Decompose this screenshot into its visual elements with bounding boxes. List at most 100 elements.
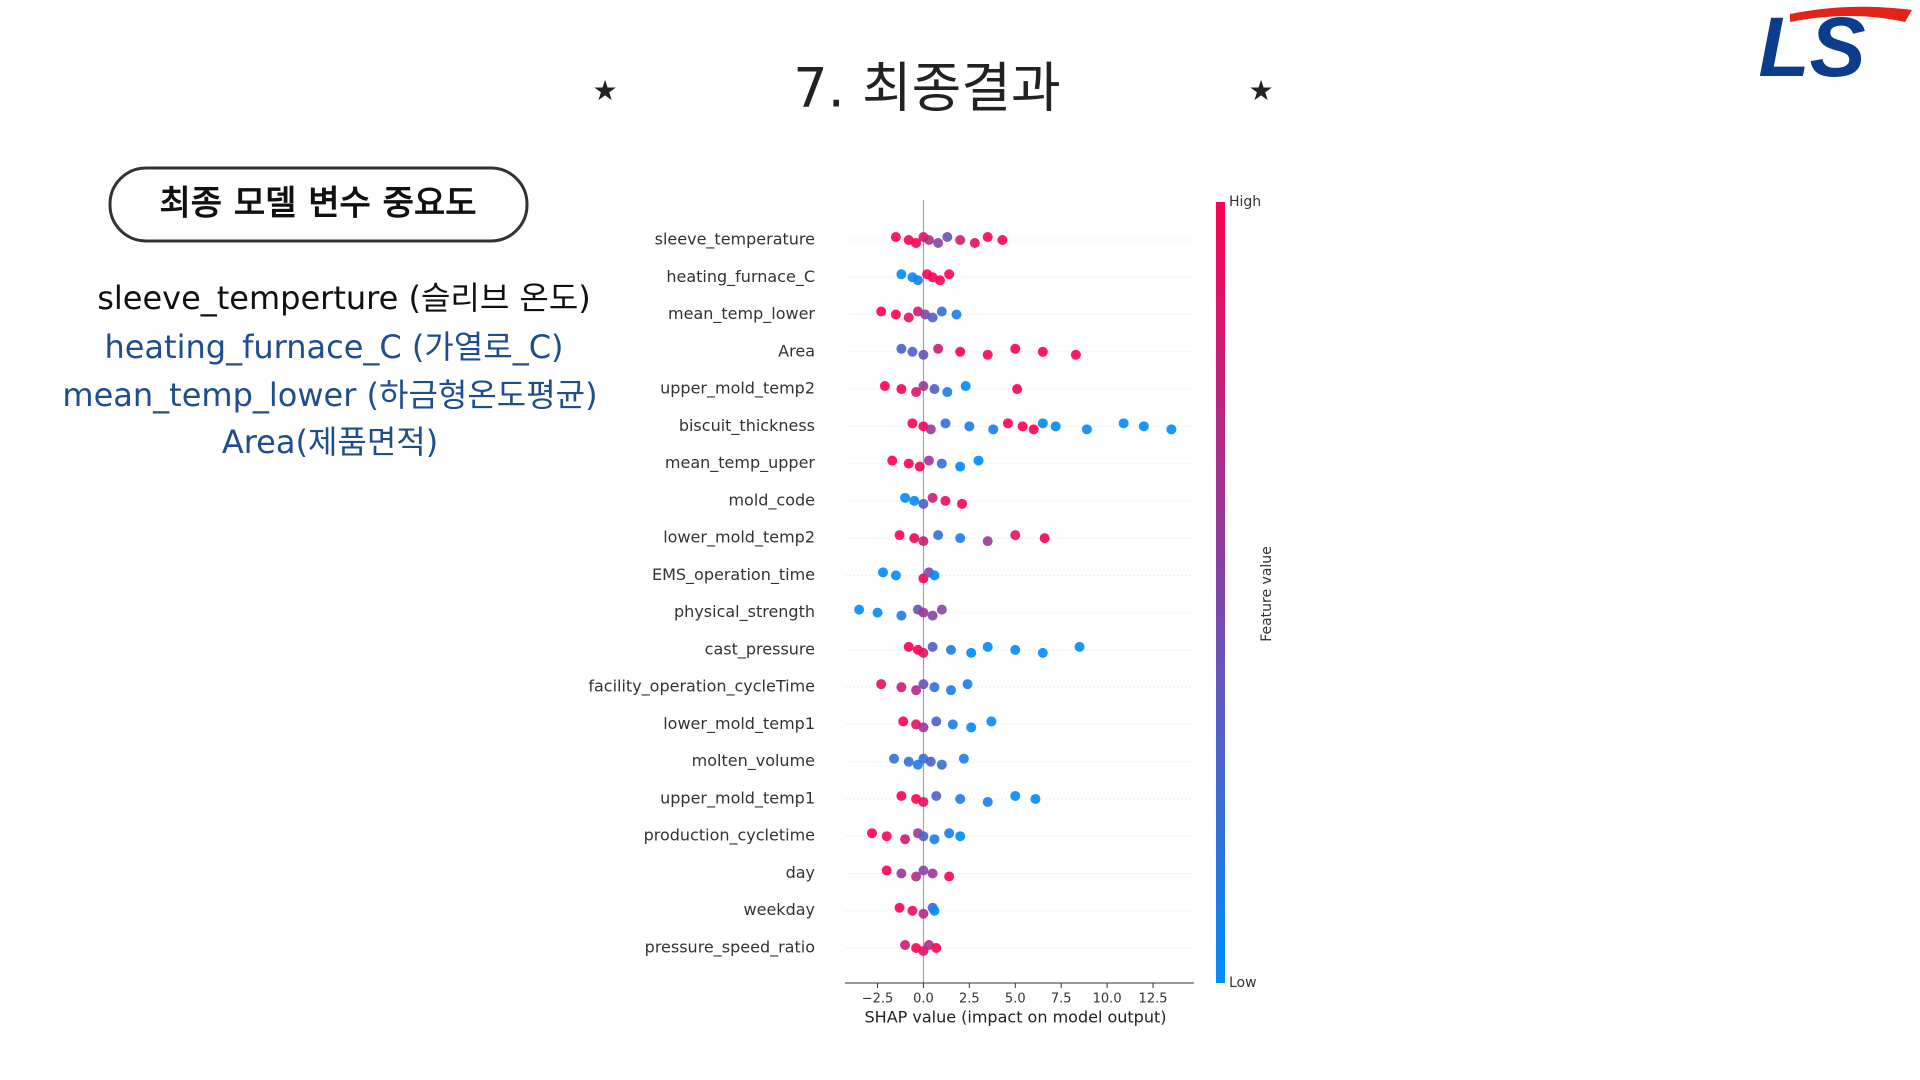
shap-point	[1118, 418, 1129, 429]
shap-point	[1030, 793, 1041, 804]
shap-point	[1037, 346, 1048, 357]
star: ★	[592, 74, 617, 107]
feature-label: EMS_operation_time	[652, 565, 815, 585]
shap-point	[947, 719, 958, 730]
shap-point	[918, 908, 929, 919]
shap-point	[878, 567, 889, 578]
shap-point	[1012, 384, 1023, 395]
shap-point	[1039, 533, 1050, 544]
shap-point	[1010, 343, 1021, 354]
shap-point	[955, 793, 966, 804]
shap-point	[1070, 349, 1081, 360]
shap-point	[966, 647, 977, 658]
shap-point	[1074, 641, 1085, 652]
shap-chart: sleeve_temperature heating_furnace_C mean_…	[588, 194, 1275, 1027]
shap-point	[957, 498, 968, 509]
shap-point	[890, 309, 901, 320]
shap-point	[955, 235, 966, 245]
shap-point	[1010, 530, 1021, 541]
shap-point	[945, 685, 956, 696]
shap-point	[1081, 424, 1092, 435]
shap-point	[911, 387, 922, 398]
shap-point	[876, 306, 887, 317]
shap-point	[955, 346, 966, 357]
x-tick-label: 12.5	[1139, 992, 1168, 1007]
feature-note: mean_temp_lower (하금형온도평균)	[62, 376, 597, 414]
colorbar	[1216, 202, 1225, 983]
shap-point	[918, 831, 929, 842]
shap-point	[969, 238, 980, 248]
feature-label: molten_volume	[692, 751, 815, 771]
shap-point	[927, 312, 938, 323]
shap-point	[936, 604, 947, 615]
shap-point	[982, 536, 993, 547]
shap-point	[1002, 418, 1013, 429]
x-tick-label: 5.0	[1005, 992, 1026, 1007]
badge	[108, 166, 529, 243]
feature-label: upper_mold_temp2	[660, 379, 815, 399]
shap-point	[929, 384, 940, 395]
shap-point	[894, 530, 905, 541]
shap-point	[918, 796, 929, 807]
colorbar-low: Low	[1229, 975, 1257, 991]
shap-point	[903, 312, 914, 323]
x-tick-label: 10.0	[1093, 992, 1122, 1007]
shap-point	[955, 533, 966, 544]
feature-label: mold_code	[728, 490, 815, 510]
feature-label: lower_mold_temp2	[663, 528, 815, 548]
feature-note: Area(제품면적)	[222, 423, 438, 461]
slide-title: 7. 최종결과	[793, 57, 1060, 120]
shap-point	[982, 232, 993, 242]
shap-point	[964, 421, 975, 432]
shap-point	[918, 722, 929, 733]
feature-label: production_cycletime	[644, 826, 815, 846]
shap-point	[966, 722, 977, 733]
feature-label: biscuit_thickness	[679, 416, 815, 436]
x-axis-label: SHAP value (impact on model output)	[865, 1008, 1167, 1027]
shap-point	[896, 343, 907, 354]
shap-point	[896, 384, 907, 395]
shap-point	[907, 346, 918, 357]
shap-point	[936, 306, 947, 317]
shap-point	[900, 834, 911, 845]
shap-point	[1028, 424, 1039, 435]
shap-point	[936, 458, 947, 469]
shap-point	[940, 495, 951, 506]
star: ★	[1248, 74, 1273, 107]
feature-label: sleeve_temperature	[655, 230, 815, 250]
shap-point	[907, 418, 918, 429]
shap-point	[962, 679, 973, 690]
feature-note: sleeve_temperture (슬리브 온도)	[97, 279, 591, 317]
feature-label: heating_furnace_C	[666, 267, 815, 287]
shap-point	[944, 871, 955, 882]
shap-point	[911, 871, 922, 882]
feature-note: heating_furnace_C (가열로_C)	[104, 328, 563, 366]
shap-point	[890, 232, 901, 242]
shap-point	[1017, 421, 1028, 432]
shap-point	[896, 610, 907, 621]
shap-point	[918, 679, 929, 690]
feature-label: mean_temp_upper	[665, 453, 816, 473]
shap-point	[927, 641, 938, 652]
shap-point	[933, 343, 944, 354]
feature-label: mean_temp_lower	[668, 304, 815, 324]
shap-point	[876, 679, 887, 690]
shap-point	[879, 381, 890, 392]
shap-point	[973, 455, 984, 466]
shap-point	[1010, 790, 1021, 801]
shap-point	[944, 828, 955, 839]
shap-point	[903, 756, 914, 767]
feature-label: upper_mold_temp1	[660, 788, 815, 808]
feature-label: day	[786, 863, 815, 882]
shap-point	[918, 381, 929, 392]
shap-point	[911, 238, 922, 248]
shap-point	[909, 533, 920, 544]
feature-label: facility_operation_cycleTime	[588, 677, 815, 697]
shap-point	[903, 641, 914, 652]
shap-point	[927, 610, 938, 621]
shap-point	[940, 418, 951, 429]
shap-point	[896, 790, 907, 801]
x-tick-label: 2.5	[959, 992, 980, 1007]
shap-point	[997, 235, 1008, 245]
shap-point	[955, 831, 966, 842]
